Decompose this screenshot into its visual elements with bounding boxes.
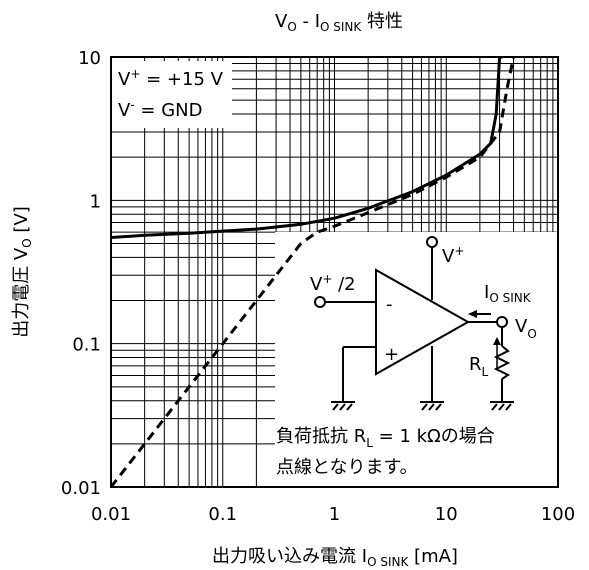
plot-frame xyxy=(110,56,559,488)
x-tick-label: 100 xyxy=(541,504,575,525)
vo-terminal xyxy=(496,316,508,328)
chart-title: VO - IO SINK 特性 xyxy=(275,11,403,34)
conditions-background xyxy=(112,61,232,128)
x-tick-label: 1 xyxy=(329,504,340,525)
series-line-solid xyxy=(111,57,503,239)
load-resistor xyxy=(493,345,511,380)
rl-arrowhead xyxy=(493,337,501,345)
note-line-1: 負荷抵抗 RL = 1 kΩの場合 xyxy=(276,426,495,450)
circuit-vplus-label: V+ xyxy=(442,244,464,267)
title-mid: - I xyxy=(297,11,320,32)
circuit-rl-label: RL xyxy=(469,354,489,379)
circuit-isink-label: IO SINK xyxy=(484,282,532,305)
condition-vminus: V- = GND xyxy=(118,98,202,121)
tick-labels: 0.01 0.1 1 10 100 0.01 0.1 1 10 xyxy=(61,48,575,525)
series-line-dashed xyxy=(111,57,515,487)
circuit-vo-label: VO xyxy=(515,316,537,341)
y-tick-label: 0.1 xyxy=(72,335,101,356)
title-v: V xyxy=(275,11,288,32)
isink-arrowhead xyxy=(468,310,477,318)
title-i-sub: O SINK xyxy=(320,20,362,34)
circuit-vhalf-label: V+ /2 xyxy=(310,272,356,295)
y-tick-label: 0.01 xyxy=(61,478,101,499)
title-v-sub: O xyxy=(287,20,296,34)
vhalf-terminal xyxy=(314,296,326,308)
y-tick-label: 10 xyxy=(78,48,101,69)
title-tail: 特性 xyxy=(361,11,403,32)
circuit-diagram xyxy=(314,236,514,411)
inset-background xyxy=(275,232,558,487)
series-layer xyxy=(111,57,515,487)
opamp-triangle xyxy=(375,268,471,376)
x-tick-label: 0.01 xyxy=(91,504,131,525)
x-tick-label: 10 xyxy=(435,504,458,525)
x-tick-label: 0.1 xyxy=(208,504,237,525)
y-tick-label: 1 xyxy=(90,191,101,212)
x-axis-label: 出力吸い込み電流 IO SINK [mA] xyxy=(212,546,458,569)
opamp-minus-label: - xyxy=(386,294,393,315)
condition-vplus: V+ = +15 V xyxy=(118,67,224,90)
note-line-2: 点線となります。 xyxy=(276,457,418,478)
y-axis-label: 出力電圧 VO [V] xyxy=(11,206,34,338)
vplus-terminal xyxy=(426,236,438,248)
opamp-plus-label: + xyxy=(384,344,399,365)
